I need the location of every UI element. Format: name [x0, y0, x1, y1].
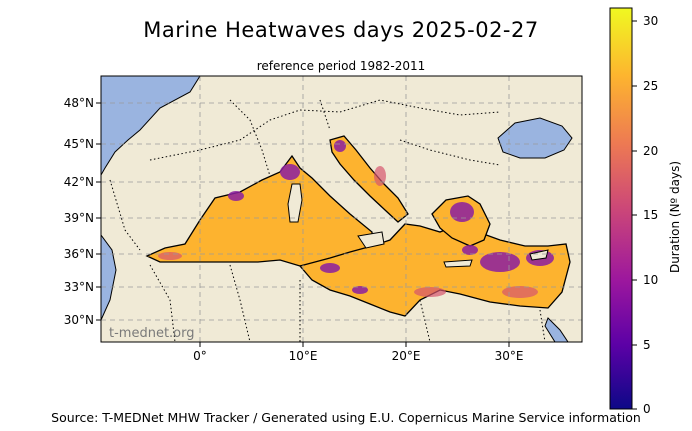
colorbar-tick-label: 20 — [643, 144, 659, 158]
red-sea — [544, 317, 569, 342]
colorbar-tick-label: 0 — [643, 402, 651, 416]
map-title: Marine Heatwaves days 2025-02-27 — [143, 18, 539, 42]
lon-label: 0° — [193, 349, 207, 363]
lat-label: 30°N — [63, 313, 94, 327]
colorbar-tick-label: 5 — [643, 338, 651, 352]
lon-label: 20°E — [391, 349, 421, 363]
black-sea — [497, 117, 573, 159]
colorbar-tick-label: 15 — [643, 208, 659, 222]
colorbar-ticks — [632, 20, 637, 410]
lon-label: 10°E — [288, 349, 318, 363]
colorbar-tick-label: 30 — [643, 14, 659, 28]
atlantic-ocean-south — [101, 234, 117, 321]
colorbar-tick-label: 25 — [643, 79, 659, 93]
lat-label: 48°N — [63, 96, 94, 110]
country-borders — [109, 99, 546, 342]
medium-intensity-patches — [158, 166, 538, 298]
atlantic-ocean — [101, 76, 201, 177]
map-frame — [100, 75, 583, 343]
crete — [443, 259, 473, 268]
lat-label: 39°N — [63, 211, 94, 225]
map-panel — [101, 76, 582, 342]
lat-label: 33°N — [63, 280, 94, 294]
western-mediterranean — [145, 154, 373, 267]
colorbar — [609, 7, 633, 410]
corsica-sardinia — [287, 183, 303, 223]
lat-label: 45°N — [63, 137, 94, 151]
axis-ticks — [96, 102, 510, 347]
lat-label: 36°N — [63, 247, 94, 261]
cyprus — [529, 249, 549, 261]
watermark: t-mednet.org — [109, 326, 195, 341]
colorbar-label: Duration (Nº days) — [668, 160, 682, 274]
map-gridlines — [101, 76, 582, 342]
lat-label: 42°N — [63, 175, 94, 189]
source-caption: Source: T-MEDNet MHW Tracker / Generated… — [51, 410, 641, 425]
colorbar-tick-label: 10 — [643, 273, 659, 287]
map-subtitle: reference period 1982-2011 — [256, 59, 426, 73]
lon-label: 30°E — [494, 349, 524, 363]
sicily — [357, 231, 385, 249]
